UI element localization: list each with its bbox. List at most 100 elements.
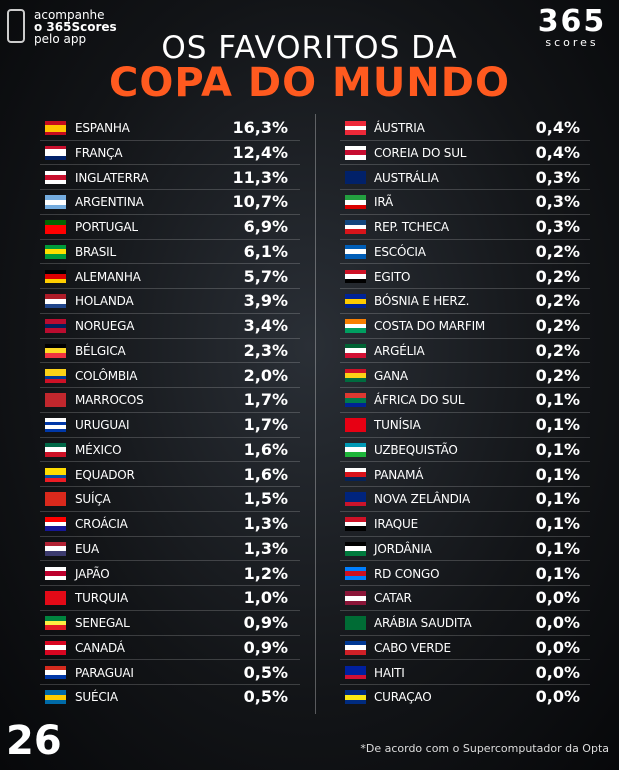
flag [345,467,366,482]
promo-line: o 365Scores [34,20,117,34]
flag-stripe [345,625,366,630]
promo-line: pelo app [34,32,87,46]
probability: 0,3% [535,192,580,212]
flag [45,368,66,383]
row-separator [40,609,300,611]
flag-stripe [345,517,366,522]
country-name: HOLANDA [75,294,134,309]
probability: 1,3% [243,538,288,558]
country-name: MARROCOS [75,393,144,408]
flag-stripe [345,442,366,448]
row-separator [40,560,300,562]
country-name: MÉXICO [75,442,122,457]
country-name: ÁUSTRIA [374,121,425,135]
country-name: TUNÍSIA [374,418,421,432]
probability: 1,6% [243,439,288,459]
row-separator [340,387,590,388]
flag-stripe [345,452,366,457]
flag [345,442,366,457]
flag [345,319,366,333]
probability: 0,3% [535,167,580,187]
flag-stripe [45,149,66,153]
flag [345,591,366,606]
probability: 0,2% [535,241,580,261]
country-name: ARGENTINA [75,195,144,210]
country-name: ESPANHA [75,121,130,135]
flag-stripe [345,220,366,225]
country-name: TURQUIA [75,591,129,606]
country-name: EGITO [374,269,411,284]
flag-stripe [345,199,366,205]
flag-stripe [345,175,366,180]
flag-stripe [45,428,66,432]
row-separator [40,164,300,166]
flag [45,393,66,408]
flag-stripe [45,175,66,180]
flag [345,220,366,234]
row-separator [340,189,590,190]
flag-stripe [45,269,66,275]
probability: 11,3% [232,167,288,187]
flag-stripe [45,474,66,478]
flag-stripe [45,452,66,457]
flag-stripe [345,244,366,250]
logo: 365 scores [532,6,612,49]
row-separator [40,634,300,636]
probability: 10,7% [232,192,288,212]
flag [45,492,66,507]
country-name: NOVA ZELÂNDIA [374,492,471,507]
probability: 0,2% [535,365,580,385]
row-separator [40,312,300,314]
flag-stripe [45,298,66,304]
flag-stripe [345,571,366,576]
flag-stripe [45,379,66,383]
flag-stripe [345,204,366,210]
flag [45,616,66,630]
probability: 0,1% [535,464,580,484]
probability: 12,4% [232,142,288,162]
flag-stripe [45,402,66,408]
flag [345,244,366,259]
probability: 1,7% [243,390,288,410]
country-name: COREIA DO SUL [374,145,467,160]
flag-stripe [345,249,366,255]
flag-stripe [45,195,66,200]
row-separator [340,213,590,215]
probability: 5,7% [243,266,288,286]
flag [345,665,366,680]
flag-stripe [45,551,66,556]
flag-stripe [45,600,66,606]
row-separator [340,560,590,562]
flag [45,195,66,210]
row-separator [40,535,300,537]
flag-stripe [345,303,366,309]
flag-stripe [45,478,66,482]
probability: 1,2% [243,563,288,583]
row-separator [340,139,590,141]
country-name: HAITI [374,665,405,680]
probability: 0,2% [535,316,580,335]
flag-stripe [45,199,66,205]
flag-stripe [45,566,66,572]
flag-stripe [345,496,366,502]
flag-stripe [345,600,366,606]
country-name: IRAQUE [374,517,418,531]
flag-stripe [345,224,366,230]
flag-stripe [45,699,66,705]
flag-stripe [45,254,66,259]
country-name: RD CONGO [374,566,440,581]
flag-stripe [345,195,366,200]
flag-stripe [345,521,366,527]
row-separator [340,585,590,586]
flag-stripe [345,620,366,626]
probability: 0,2% [535,340,580,360]
flag-stripe [345,278,366,284]
probability: 1,6% [243,464,288,484]
flag-stripe [345,616,366,621]
flag-stripe [45,541,66,547]
country-name: PARAGUAI [75,665,134,680]
flag-stripe [45,220,66,225]
flag-stripe [45,244,66,250]
row-separator [40,387,300,388]
flag-stripe [45,546,66,552]
